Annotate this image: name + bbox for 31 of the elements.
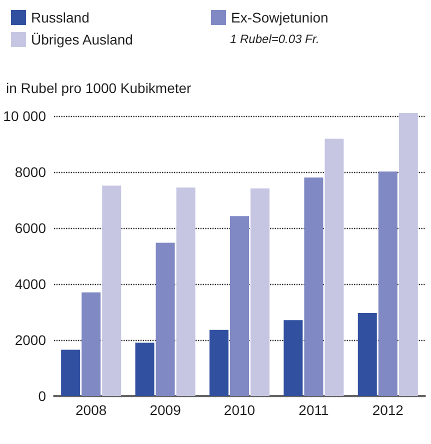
y-tick-label: 0 (38, 388, 46, 404)
bar (378, 172, 398, 396)
bar (82, 292, 101, 396)
x-tick-label: 2009 (150, 402, 182, 418)
x-tick-label: 2010 (224, 402, 256, 418)
legend-label: Übriges Ausland (31, 32, 133, 48)
y-tick-label: 2000 (14, 332, 46, 348)
bar (135, 342, 154, 396)
y-tick-label: 8000 (14, 164, 46, 180)
text: 1 Rubel=0.03 Fr. (230, 32, 320, 46)
bar (250, 188, 270, 396)
bar (102, 186, 122, 396)
x-tick-label: 2012 (372, 402, 404, 418)
bar (284, 320, 303, 396)
bar (324, 138, 344, 396)
bar (230, 216, 249, 396)
bar (398, 113, 418, 396)
legend-label: Ex-Sowjetunion (231, 10, 328, 26)
x-tick-label: 2011 (298, 402, 329, 418)
y-tick-label: 4000 (14, 276, 46, 292)
x-tick-label: 2008 (76, 402, 107, 418)
y-tick-label: 10 000 (3, 108, 46, 124)
bar (209, 330, 228, 396)
bar (358, 313, 377, 396)
bar (304, 177, 324, 396)
y-tick-label: 6000 (14, 220, 46, 236)
bar (156, 242, 175, 396)
bar (176, 188, 196, 396)
bar (61, 350, 80, 396)
y-axis-title: in Rubel pro 1000 Kubikmeter (6, 80, 192, 96)
legend-label: Russland (31, 10, 90, 26)
